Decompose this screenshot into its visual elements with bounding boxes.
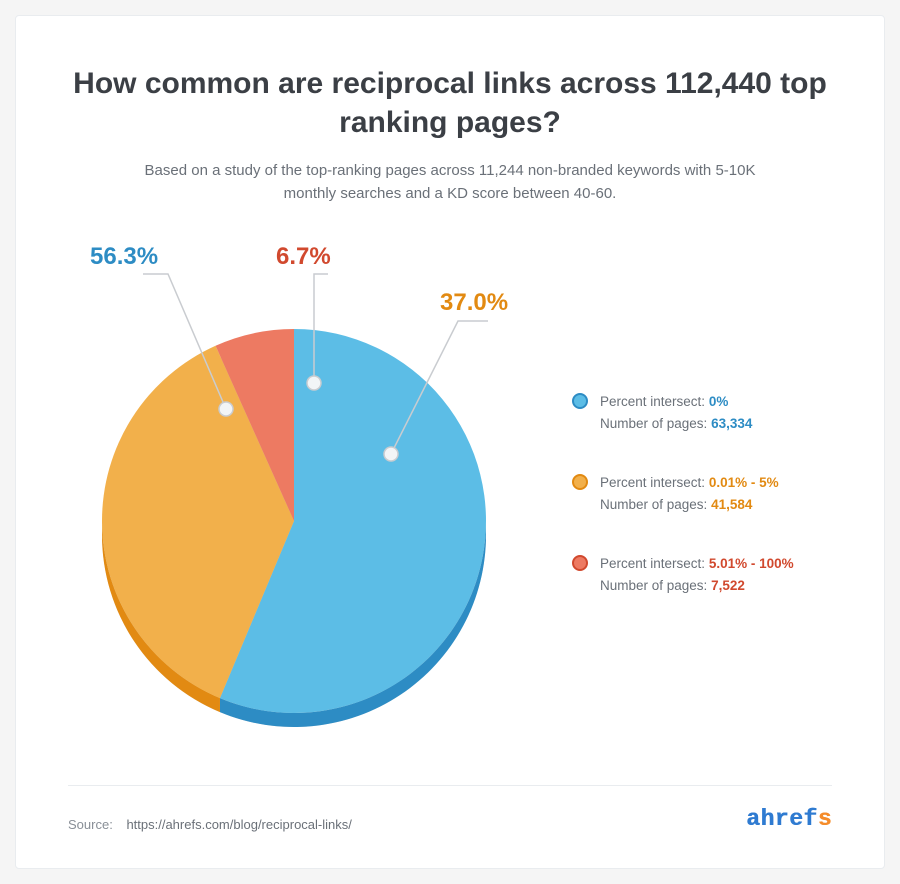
callout-dot-blue xyxy=(219,402,233,416)
legend-item-blue: Percent intersect: 0%Number of pages: 63… xyxy=(572,391,832,434)
callout-dot-orange xyxy=(384,447,398,461)
ahrefs-logo: ahrefs xyxy=(746,806,832,832)
legend-text-orange: Percent intersect: 0.01% - 5%Number of p… xyxy=(600,472,779,515)
source: Source: https://ahrefs.com/blog/reciproc… xyxy=(68,817,352,832)
logo-part-a: ahref xyxy=(746,806,818,832)
source-label: Source: xyxy=(68,817,113,832)
chart-area: Percent intersect: 0%Number of pages: 63… xyxy=(68,241,832,761)
pct-label-orange: 37.0% xyxy=(440,289,508,317)
infographic-card: How common are reciprocal links across 1… xyxy=(15,15,885,869)
legend-swatch-blue xyxy=(572,393,588,409)
legend-swatch-red xyxy=(572,555,588,571)
chart-subtitle: Based on a study of the top-ranking page… xyxy=(130,160,770,205)
logo-part-r: s xyxy=(818,806,832,832)
footer: Source: https://ahrefs.com/blog/reciproc… xyxy=(68,785,832,832)
legend-item-orange: Percent intersect: 0.01% - 5%Number of p… xyxy=(572,472,832,515)
legend: Percent intersect: 0%Number of pages: 63… xyxy=(572,391,832,635)
pct-label-blue: 56.3% xyxy=(90,243,158,271)
legend-text-red: Percent intersect: 5.01% - 100%Number of… xyxy=(600,553,794,596)
legend-text-blue: Percent intersect: 0%Number of pages: 63… xyxy=(600,391,752,434)
legend-swatch-orange xyxy=(572,474,588,490)
chart-title: How common are reciprocal links across 1… xyxy=(68,64,832,142)
legend-item-red: Percent intersect: 5.01% - 100%Number of… xyxy=(572,553,832,596)
pct-label-red: 6.7% xyxy=(276,243,331,271)
callout-dot-red xyxy=(307,376,321,390)
pie-chart-svg xyxy=(68,241,568,761)
source-url: https://ahrefs.com/blog/reciprocal-links… xyxy=(126,817,351,832)
